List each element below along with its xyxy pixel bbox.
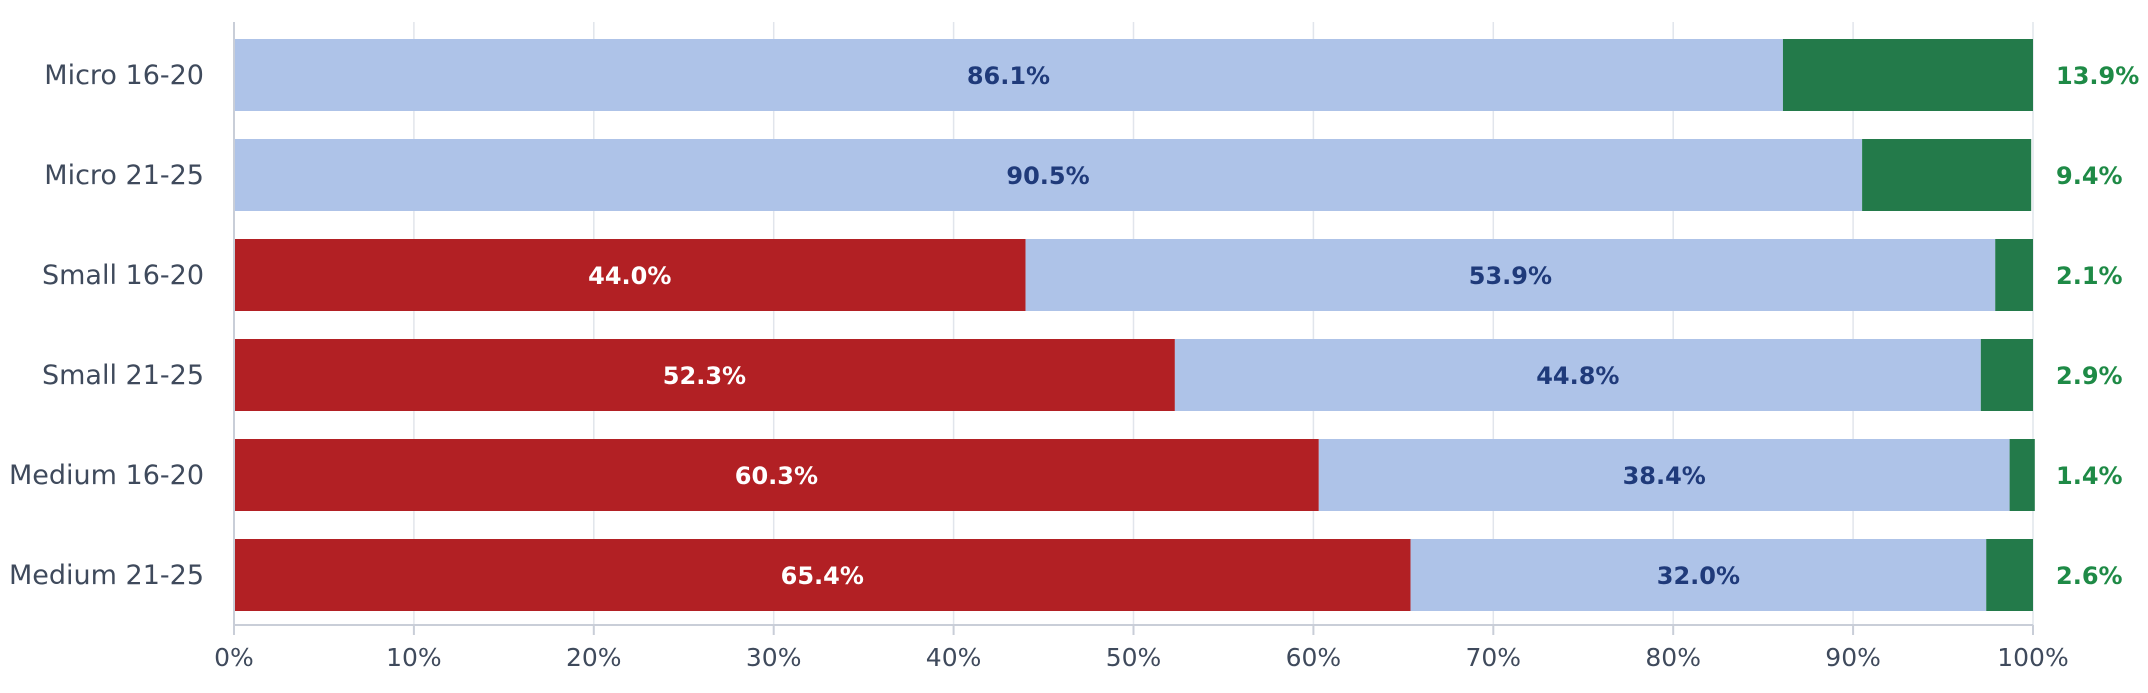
bar-segment: [1025, 239, 1996, 311]
category-label: Medium 16-20: [9, 460, 204, 491]
data-label: 13.9%: [2056, 62, 2139, 90]
bar-segment: [1410, 539, 1987, 611]
data-label: 86.1%: [967, 62, 1050, 90]
x-tick-label: 20%: [566, 643, 622, 672]
data-label: 2.9%: [2056, 362, 2123, 390]
x-tick-label: 10%: [386, 643, 442, 672]
bar-segment: [1782, 39, 2033, 111]
data-label: 2.6%: [2056, 562, 2123, 590]
data-label: 52.3%: [663, 362, 746, 390]
category-label: Small 21-25: [42, 360, 204, 391]
bars: [234, 39, 2035, 611]
data-label: 44.8%: [1536, 362, 1619, 390]
x-tick-label: 60%: [1286, 643, 1342, 672]
bar-segment: [234, 139, 1863, 211]
bar-segment: [234, 539, 1411, 611]
x-tick-label: 90%: [1825, 643, 1881, 672]
data-label: 65.4%: [781, 562, 864, 590]
category-label: Micro 16-20: [44, 60, 204, 91]
bar-segment: [234, 339, 1175, 411]
bar-segment: [1174, 339, 1981, 411]
x-tick-label: 0%: [214, 643, 254, 672]
bar-segment: [1995, 239, 2033, 311]
data-label: 2.1%: [2056, 262, 2123, 290]
x-tick-label: 50%: [1106, 643, 1162, 672]
bar-segment: [1986, 539, 2033, 611]
bar-segment: [2009, 439, 2035, 511]
data-labels: 86.1% 13.9% 90.5% 9.4% 44.0% 53.9% 2.1% 52.3% 44…: [588, 62, 2139, 590]
bar-segment: [234, 39, 1783, 111]
data-label: 44.0%: [588, 262, 671, 290]
bar-segment: [1980, 339, 2033, 411]
bar-segment: [1318, 439, 2010, 511]
x-tick-label: 70%: [1466, 643, 1522, 672]
data-label: 38.4%: [1623, 462, 1706, 490]
category-labels: Micro 16-20 Micro 21-25 Small 16-20 Small 2…: [9, 60, 204, 591]
data-label: 90.5%: [1006, 162, 1089, 190]
category-label: Small 16-20: [42, 260, 204, 291]
data-label: 32.0%: [1657, 562, 1740, 590]
x-axis: 0% 10% 20% 30% 40% 50% 60% 70% 80% 90% 100%: [214, 22, 2069, 672]
data-label: 9.4%: [2056, 162, 2123, 190]
bar-segment: [234, 439, 1319, 511]
x-tick-label: 100%: [1997, 643, 2068, 672]
data-label: 1.4%: [2056, 462, 2123, 490]
data-label: 60.3%: [735, 462, 818, 490]
data-label: 53.9%: [1469, 262, 1552, 290]
bar-segment: [1862, 139, 2032, 211]
x-tick-label: 40%: [926, 643, 982, 672]
x-tick-label: 30%: [746, 643, 802, 672]
category-label: Micro 21-25: [44, 160, 204, 191]
x-tick-label: 80%: [1645, 643, 1701, 672]
bar-segment: [234, 239, 1026, 311]
gridlines: [413, 22, 2034, 625]
category-label: Medium 21-25: [9, 560, 204, 591]
